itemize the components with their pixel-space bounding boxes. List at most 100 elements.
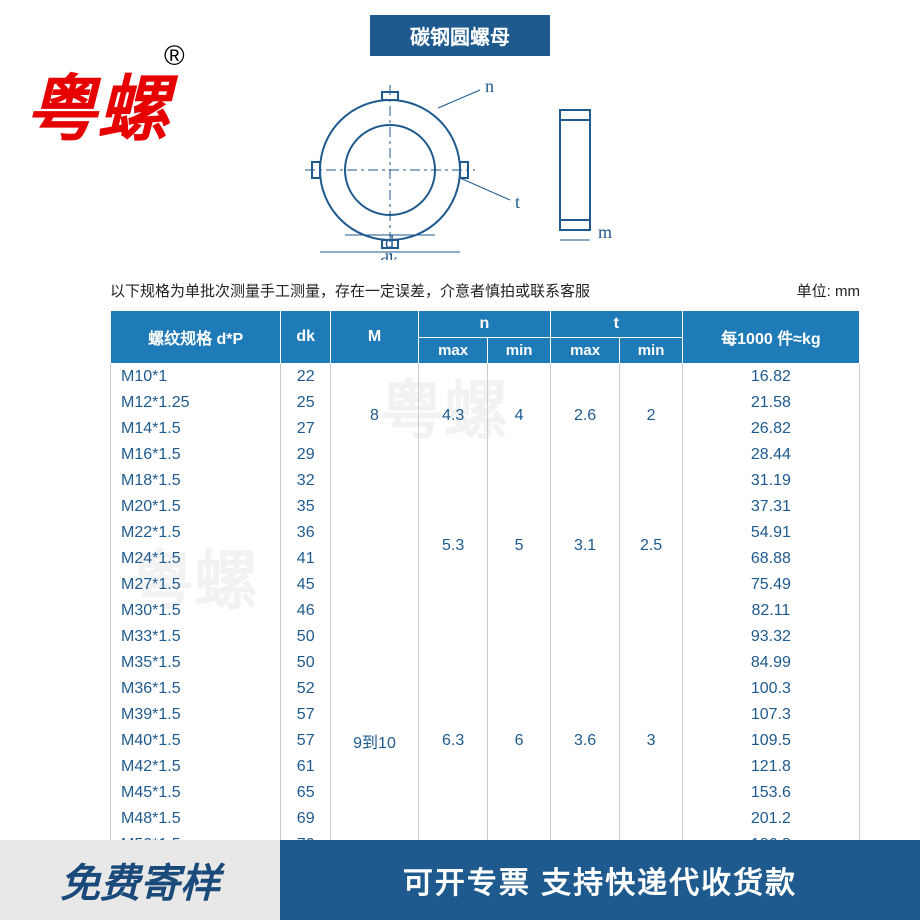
cell-t_min: 3 [620,624,682,858]
col-spec: 螺纹规格 d*P [111,311,281,364]
cell-n_max: 5.3 [418,468,488,624]
col-t-min: min [620,338,682,364]
cell-wt: 31.19 [682,468,859,494]
cell-wt: 84.99 [682,650,859,676]
cell-spec: M39*1.5 [111,702,281,728]
label-d: d [385,232,394,252]
col-n-max: max [418,338,488,364]
cell-wt: 26.82 [682,416,859,442]
cell-t_max: 3.6 [550,624,620,858]
cell-spec: M35*1.5 [111,650,281,676]
col-t: t [550,311,682,338]
cell-dk: 41 [281,546,331,572]
cell-wt: 21.58 [682,390,859,416]
cell-spec: M30*1.5 [111,598,281,624]
registered-mark: ® [164,40,185,71]
cell-dk: 29 [281,442,331,468]
cell-dk: 27 [281,416,331,442]
cell-spec: M36*1.5 [111,676,281,702]
cell-n_min: 5 [488,468,550,624]
title-banner: 碳钢圆螺母 [370,15,550,56]
cell-spec: M24*1.5 [111,546,281,572]
col-t-max: max [550,338,620,364]
cell-spec: M27*1.5 [111,572,281,598]
cell-spec: M33*1.5 [111,624,281,650]
cell-t_min: 2 [620,364,682,468]
label-m: m [598,222,612,242]
note-row: 以下规格为单批次测量手工测量，存在一定误差，介意者慎拍或联系客服 单位: mm [110,280,860,301]
cell-dk: 57 [281,728,331,754]
cell-n_min: 6 [488,624,550,858]
cell-wt: 100.3 [682,676,859,702]
cell-spec: M18*1.5 [111,468,281,494]
cell-wt: 37.31 [682,494,859,520]
cell-M: 8 [331,364,419,468]
cell-dk: 22 [281,364,331,390]
footer: 免费寄样 可开专票 支持快递代收货款 [0,840,920,920]
cell-wt: 28.44 [682,442,859,468]
spec-table: 螺纹规格 d*P dk M n t 每1000 件≈kg max min max… [110,310,860,884]
cell-spec: M40*1.5 [111,728,281,754]
cell-wt: 54.91 [682,520,859,546]
cell-dk: 36 [281,520,331,546]
cell-wt: 201.2 [682,806,859,832]
label-t: t [515,192,520,212]
cell-dk: 57 [281,702,331,728]
cell-M [331,468,419,624]
cell-spec: M42*1.5 [111,754,281,780]
table-row: M18*1.5325.353.12.531.19 [111,468,860,494]
cell-wt: 82.11 [682,598,859,624]
cell-dk: 50 [281,650,331,676]
label-dk: dk [380,250,398,260]
col-n: n [418,311,550,338]
cell-dk: 45 [281,572,331,598]
cell-spec: M10*1 [111,364,281,390]
col-wt: 每1000 件≈kg [682,311,859,364]
cell-dk: 25 [281,390,331,416]
cell-M: 9到10 [331,624,419,858]
cell-n_min: 4 [488,364,550,468]
cell-wt: 16.82 [682,364,859,390]
cell-dk: 32 [281,468,331,494]
brand-logo: 粤螺® [25,50,190,155]
footer-services: 可开专票 支持快递代收货款 [280,840,920,920]
cell-spec: M48*1.5 [111,806,281,832]
cell-t_min: 2.5 [620,468,682,624]
cell-dk: 61 [281,754,331,780]
cell-wt: 68.88 [682,546,859,572]
table-row: M10*12284.342.6216.82 [111,364,860,390]
cell-t_max: 3.1 [550,468,620,624]
col-dk: dk [281,311,331,364]
cell-dk: 46 [281,598,331,624]
label-n: n [485,76,494,96]
cell-dk: 69 [281,806,331,832]
unit-label: 单位: mm [797,280,860,301]
cell-spec: M14*1.5 [111,416,281,442]
technical-diagram: n t m d dk [280,60,680,260]
spec-table-wrap: 螺纹规格 d*P dk M n t 每1000 件≈kg max min max… [110,310,860,884]
cell-dk: 50 [281,624,331,650]
cell-spec: M22*1.5 [111,520,281,546]
cell-spec: M20*1.5 [111,494,281,520]
cell-n_max: 4.3 [418,364,488,468]
cell-wt: 121.8 [682,754,859,780]
cell-dk: 35 [281,494,331,520]
cell-spec: M16*1.5 [111,442,281,468]
cell-dk: 65 [281,780,331,806]
cell-n_max: 6.3 [418,624,488,858]
cell-wt: 93.32 [682,624,859,650]
cell-wt: 109.5 [682,728,859,754]
cell-wt: 75.49 [682,572,859,598]
col-n-min: min [488,338,550,364]
measurement-note: 以下规格为单批次测量手工测量，存在一定误差，介意者慎拍或联系客服 [110,283,590,300]
col-M: M [331,311,419,364]
cell-dk: 52 [281,676,331,702]
cell-spec: M45*1.5 [111,780,281,806]
cell-spec: M12*1.25 [111,390,281,416]
cell-wt: 153.6 [682,780,859,806]
footer-free-sample: 免费寄样 [0,840,280,920]
table-row: M33*1.5509到106.363.6393.32 [111,624,860,650]
cell-wt: 107.3 [682,702,859,728]
cell-t_max: 2.6 [550,364,620,468]
brand-name: 粤螺 [25,50,169,155]
